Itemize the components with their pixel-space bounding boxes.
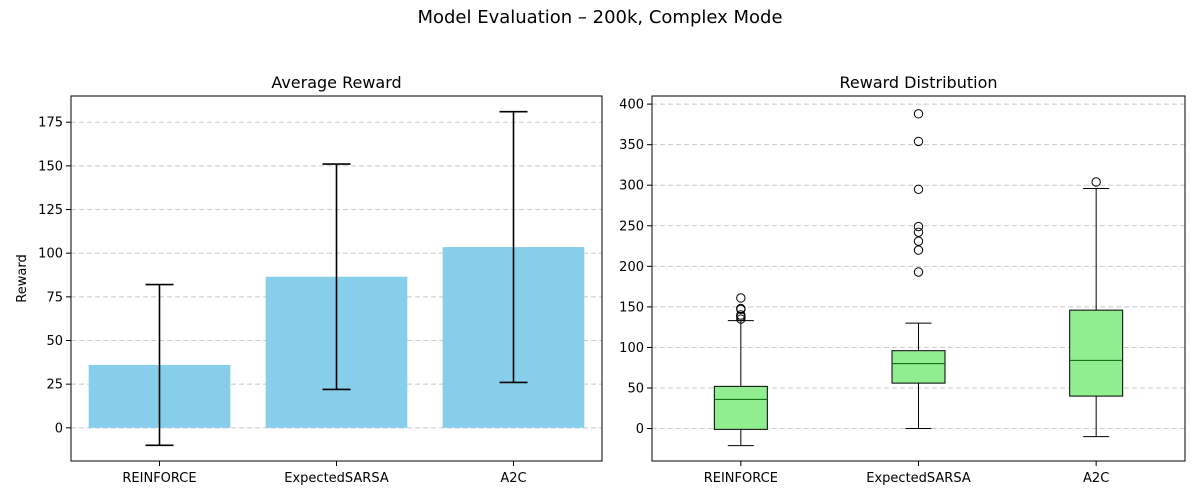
- x-tick-label: A2C: [1083, 471, 1109, 486]
- outlier-point: [913, 136, 924, 147]
- x-tick-label: REINFORCE: [122, 471, 196, 486]
- axes-frame: [70, 95, 603, 462]
- x-tick-label: A2C: [500, 471, 526, 486]
- y-tick-label: 100: [38, 247, 63, 262]
- y-tick-label: 100: [619, 341, 644, 356]
- outlier-point: [913, 267, 924, 277]
- y-tick-label: 175: [38, 116, 63, 131]
- y-tick-label: 50: [46, 334, 63, 349]
- box: [713, 385, 768, 430]
- y-tick-label: 150: [619, 300, 644, 315]
- y-tick-label: 50: [627, 382, 644, 397]
- outlier-point: [913, 109, 924, 119]
- y-tick-label: 75: [46, 290, 63, 305]
- y-tick-label: 400: [619, 98, 644, 113]
- y-tick-label: 350: [619, 138, 644, 153]
- outlier-point: [913, 184, 924, 194]
- y-tick-label: 0: [636, 422, 644, 437]
- reward-distribution-chart: 0 50 100 150 200 250 300 350 400 REINFORCE Expecte…: [619, 73, 1186, 486]
- outlier-point: [736, 303, 746, 314]
- outlier-point: [1091, 177, 1101, 187]
- chart-title: Reward Distribution: [839, 73, 997, 92]
- x-tick-label: REINFORCE: [704, 471, 778, 486]
- average-reward-chart: 0 25 50 75 100 125 150 175 REINFORCE ExpectedSARS…: [15, 73, 603, 486]
- y-tick-label: 300: [619, 179, 644, 194]
- box: [891, 350, 946, 384]
- figure-suptitle: Model Evaluation – 200k, Complex Mode: [417, 7, 783, 28]
- chart-title: Average Reward: [271, 73, 401, 92]
- outlier-point: [736, 314, 746, 324]
- outlier-point: [913, 245, 924, 255]
- y-tick-label: 125: [38, 203, 63, 218]
- outlier-point: [913, 236, 924, 246]
- outlier-point: [736, 310, 746, 320]
- outlier-point: [736, 293, 746, 303]
- box: [1069, 309, 1124, 397]
- y-tick-label: 200: [619, 260, 644, 275]
- x-tick-label: ExpectedSARSA: [284, 471, 389, 486]
- axes-frame: [651, 95, 1186, 462]
- y-tick-label: 0: [55, 421, 63, 436]
- y-tick-label: 150: [38, 159, 63, 174]
- outlier-point: [913, 221, 924, 232]
- x-tick-label: ExpectedSARSA: [866, 471, 971, 486]
- outlier-point: [913, 227, 924, 237]
- y-axis-label: Reward: [15, 254, 30, 302]
- y-tick-label: 250: [619, 219, 644, 234]
- y-tick-label: 25: [46, 378, 63, 393]
